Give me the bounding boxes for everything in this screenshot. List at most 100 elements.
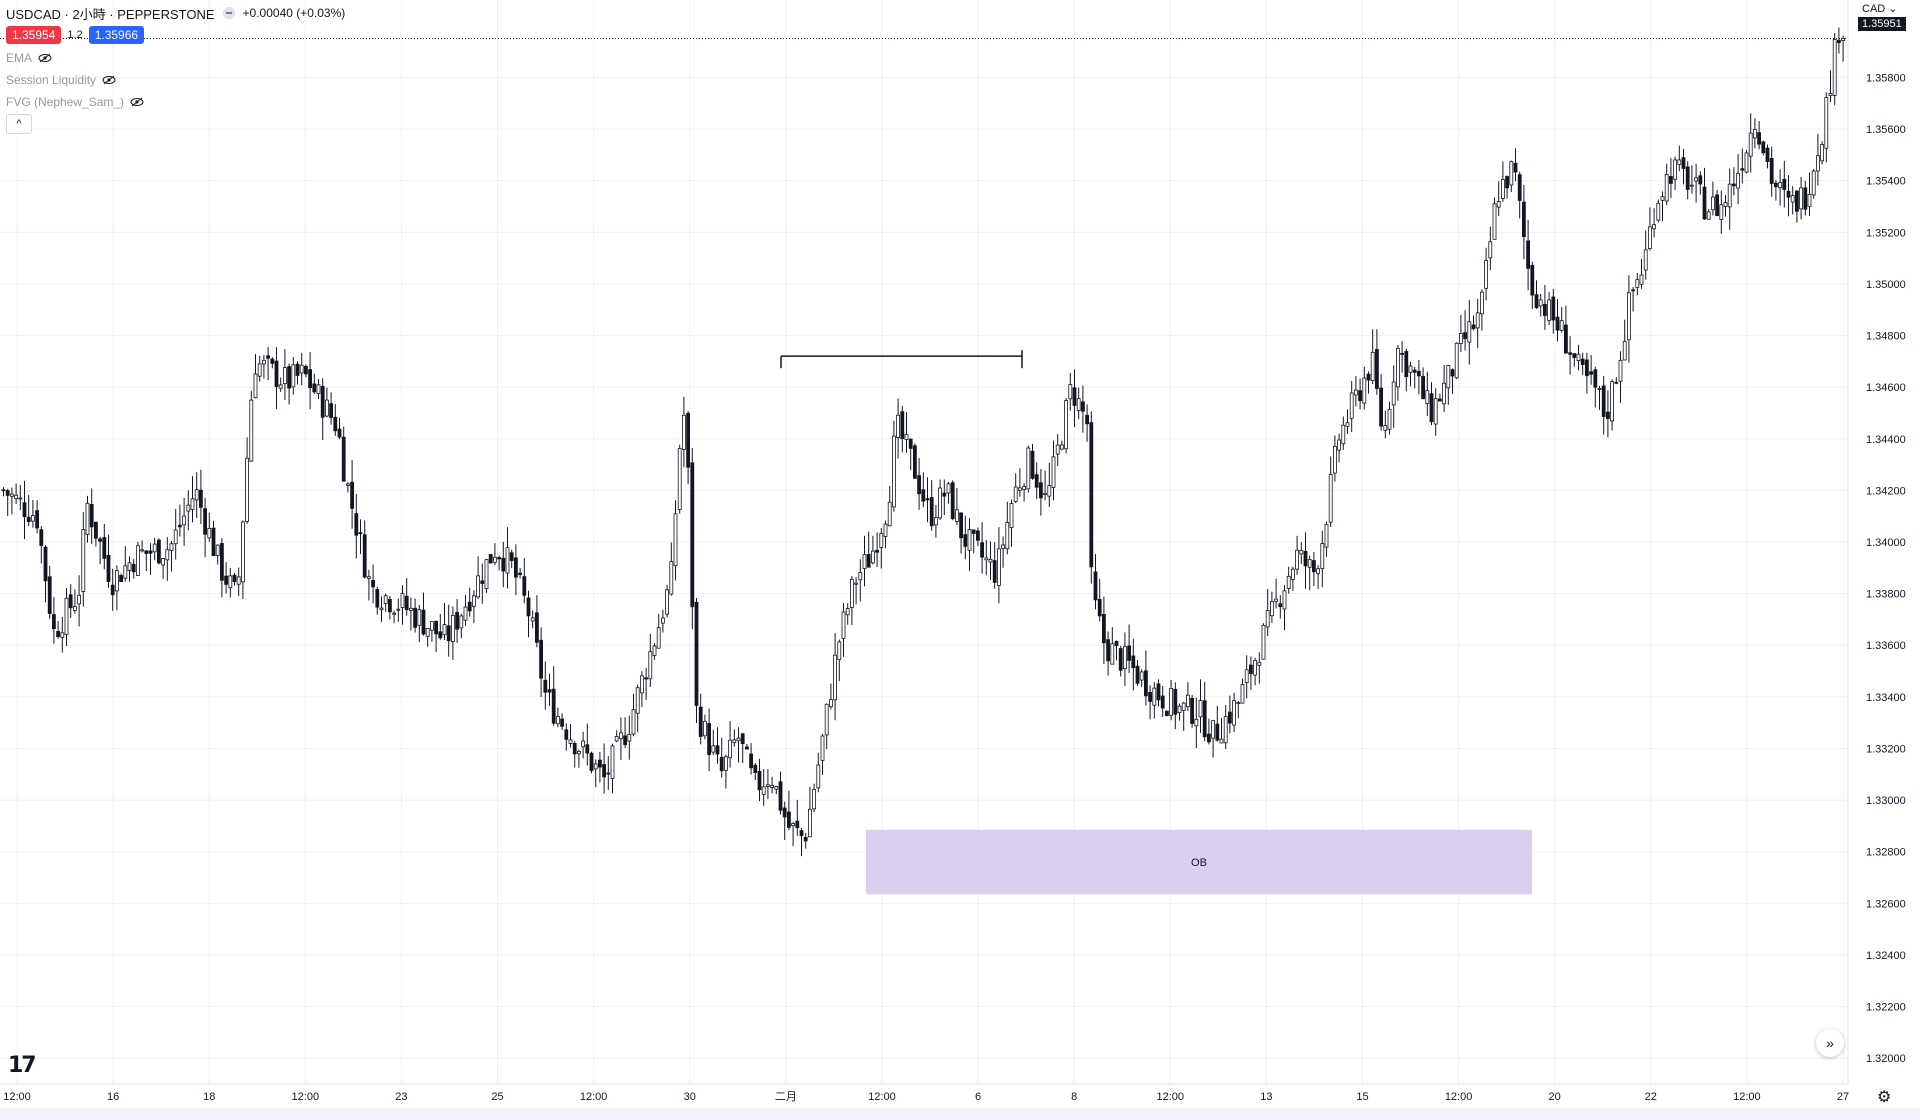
candle [887,486,892,527]
candle [295,361,300,385]
candle [1009,499,1014,547]
time-tick-label: 12:00 [292,1091,320,1103]
ob-zone-label: OB [1191,857,1207,869]
candle [362,520,367,579]
collapse-minus-icon[interactable] [222,7,235,19]
candle [1358,378,1362,410]
scroll-to-realtime-button[interactable]: » [1816,1029,1844,1057]
price-tick-label: 1.35800 [1866,72,1906,84]
candle [1249,656,1253,690]
candle [728,721,732,768]
candle [988,541,993,581]
time-tick-label: 12:00 [580,1091,608,1103]
candle [1328,456,1333,527]
candle [1265,589,1270,636]
tradingview-logo-icon[interactable]: 17 [8,1053,37,1078]
candle [1412,366,1417,389]
candle [1463,310,1467,351]
candle [703,714,707,740]
candle [1341,416,1346,450]
candle [1060,440,1064,451]
time-axis[interactable]: 12:00 16 18 12:00 23 25 12:00 30 二月 12:00 6 8 12:00 1… [0,1083,1920,1108]
candle [1753,118,1757,149]
candle [266,346,271,381]
candle [1656,199,1661,223]
candle [1522,185,1526,260]
candle [694,598,699,723]
candle [324,387,329,418]
eye-hidden-icon[interactable] [130,97,144,107]
candle [568,723,573,748]
candle [602,743,606,794]
candle [1769,146,1774,197]
candle [577,749,581,768]
candle [476,556,481,600]
time-tick-label: 22 [1645,1091,1657,1103]
eye-hidden-icon[interactable] [38,53,52,63]
candle [463,595,468,626]
ask-price[interactable]: 1.35966 [88,26,145,44]
indicator-ema[interactable]: EMA [6,49,345,66]
candle [1454,342,1459,380]
price-tick-label: 1.35200 [1866,227,1906,239]
candle [778,771,783,815]
candle [1639,258,1644,289]
candle [1232,692,1236,733]
candle [1744,149,1749,174]
candle [60,617,65,653]
candle [421,592,426,636]
indicator-session-liquidity[interactable]: Session Liquidity [6,71,345,88]
candle [1001,536,1005,568]
currency-button[interactable]: CAD ⌄ [1862,3,1898,15]
candle [1467,300,1472,365]
candle [892,420,896,512]
price-axis[interactable]: 1.32000 1.32200 1.32400 1.32600 1.32800 1.330… [1847,0,1920,1084]
last-price-label: 1.35951 [1858,17,1906,31]
candle [896,398,900,459]
candle [866,531,871,568]
candle [1282,584,1287,631]
candle [732,729,737,747]
candle [135,541,140,576]
candle [345,481,350,493]
candle [47,565,52,620]
time-tick-label: 二月 [775,1091,797,1103]
candle [1824,92,1829,163]
candle [665,584,669,618]
collapse-legend-button[interactable]: ^ [6,114,32,134]
candle [1425,371,1430,416]
candle [1711,181,1715,216]
candle [1181,701,1186,731]
horizontal-level-line [780,350,1023,369]
candle [1215,705,1220,742]
candle [1085,404,1089,442]
candle [408,597,413,631]
candle [203,497,208,558]
candle [757,758,762,802]
bid-price[interactable]: 1.35954 [6,26,62,44]
candle [1114,640,1119,661]
candle [1832,33,1837,106]
price-tick-label: 1.35000 [1866,279,1906,291]
candle [1534,280,1539,309]
candle [1690,165,1694,194]
time-tick-label: 16 [107,1091,119,1103]
candle [925,477,930,523]
candle [232,573,237,586]
candle [1698,171,1703,195]
candle [1320,530,1325,588]
candle [514,544,518,596]
candle [724,754,728,789]
candle [1660,191,1665,222]
eye-hidden-icon[interactable] [102,75,116,85]
candle [257,355,262,382]
candle [1345,409,1350,435]
candle [787,790,791,831]
candle [450,606,455,660]
symbol-title[interactable]: USDCAD · 2小時 · PEPPERSTONE [6,6,215,22]
candle [1026,445,1031,493]
candle [997,527,1001,604]
gear-icon[interactable]: ⚙ [1877,1089,1892,1106]
indicator-fvg[interactable]: FVG (Nephew_Sam_) [6,93,345,110]
